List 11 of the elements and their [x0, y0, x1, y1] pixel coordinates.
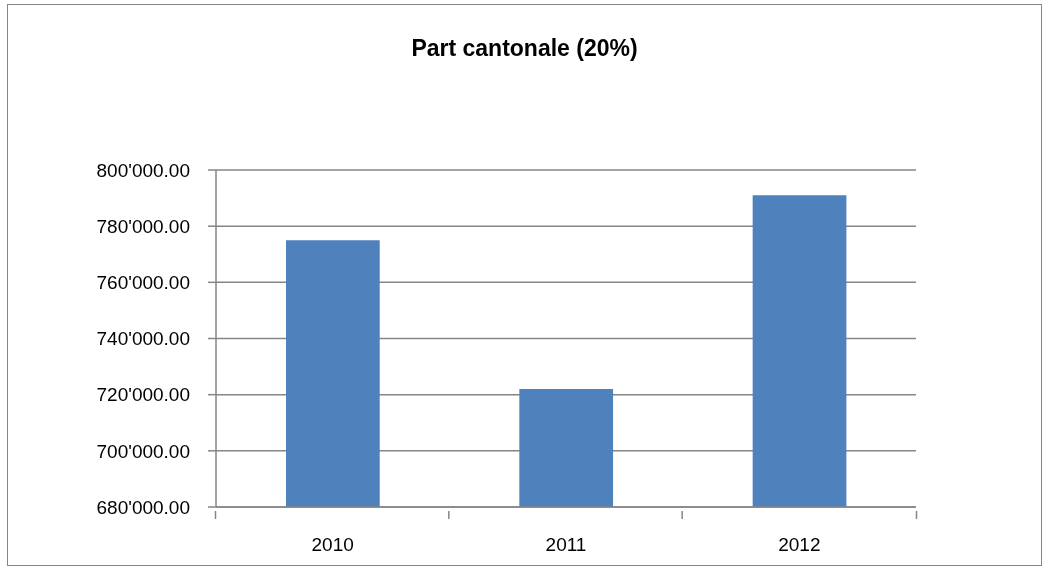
- y-tick-label: 800'000.00: [96, 159, 190, 181]
- y-tick-label: 760'000.00: [96, 272, 190, 294]
- y-tick-label: 680'000.00: [96, 496, 190, 518]
- y-tick-label: 780'000.00: [96, 215, 190, 237]
- x-tick-label: 2011: [545, 534, 587, 555]
- y-tick-label: 740'000.00: [96, 328, 190, 350]
- chart-title: Part cantonale (20%): [410, 35, 639, 62]
- x-tick-label: 2010: [311, 534, 354, 555]
- x-tick-label: 2012: [778, 534, 821, 555]
- y-tick-label: 700'000.00: [96, 440, 190, 462]
- y-tick-label: 720'000.00: [96, 384, 190, 406]
